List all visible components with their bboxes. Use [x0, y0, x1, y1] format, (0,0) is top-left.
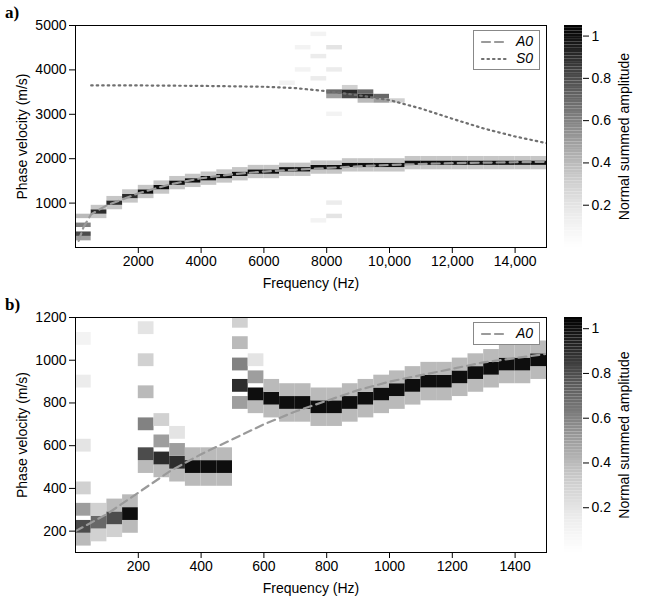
svg-text:0.6: 0.6: [592, 410, 612, 426]
svg-text:0.2: 0.2: [592, 197, 612, 213]
svg-text:4000: 4000: [186, 253, 217, 269]
svg-text:600: 600: [43, 437, 67, 453]
svg-text:400: 400: [43, 480, 67, 496]
svg-text:10,000: 10,000: [368, 253, 411, 269]
svg-text:2000: 2000: [35, 150, 66, 166]
svg-text:400: 400: [189, 558, 213, 574]
svg-text:14,000: 14,000: [494, 253, 537, 269]
html-text:a): a): [5, 3, 20, 22]
svg-text:200: 200: [127, 558, 151, 574]
svg-text:5000: 5000: [35, 17, 66, 33]
svg-text:1200: 1200: [35, 309, 66, 325]
svg-text:1400: 1400: [500, 558, 531, 574]
svg-text:Phase velocity (m/s): Phase velocity (m/s): [14, 73, 30, 199]
svg-text:0.2: 0.2: [592, 499, 612, 515]
svg-text:0.4: 0.4: [592, 454, 612, 470]
svg-text:Frequency (Hz): Frequency (Hz): [263, 580, 359, 596]
svg-text:8000: 8000: [311, 253, 342, 269]
svg-text:800: 800: [43, 394, 67, 410]
html-text:S0: S0: [515, 50, 533, 66]
svg-text:1: 1: [592, 320, 600, 336]
svg-text:200: 200: [43, 523, 67, 539]
svg-text:1200: 1200: [437, 558, 468, 574]
svg-text:0.6: 0.6: [592, 112, 612, 128]
svg-text:1000: 1000: [35, 352, 66, 368]
svg-text:0.8: 0.8: [592, 70, 612, 86]
svg-text:0.8: 0.8: [592, 365, 612, 381]
svg-text:Normal summed amplitude: Normal summed amplitude: [616, 53, 632, 220]
svg-text:12,000: 12,000: [431, 253, 474, 269]
svg-text:Normal summed amplitude: Normal summed amplitude: [616, 351, 632, 518]
svg-text:0.4: 0.4: [592, 154, 612, 170]
svg-text:1000: 1000: [374, 558, 405, 574]
svg-text:6000: 6000: [248, 253, 279, 269]
svg-text:Frequency (Hz): Frequency (Hz): [263, 275, 359, 291]
html-text:b): b): [5, 295, 21, 314]
svg-text:4000: 4000: [35, 61, 66, 77]
svg-text:800: 800: [315, 558, 339, 574]
html-text:A0: A0: [515, 33, 533, 49]
html-text:A0: A0: [515, 325, 533, 341]
svg-text:2000: 2000: [123, 253, 154, 269]
svg-text:Phase velocity (m/s): Phase velocity (m/s): [14, 372, 30, 498]
svg-text:600: 600: [252, 558, 276, 574]
svg-text:3000: 3000: [35, 106, 66, 122]
svg-text:1: 1: [592, 28, 600, 44]
svg-text:1000: 1000: [35, 195, 66, 211]
